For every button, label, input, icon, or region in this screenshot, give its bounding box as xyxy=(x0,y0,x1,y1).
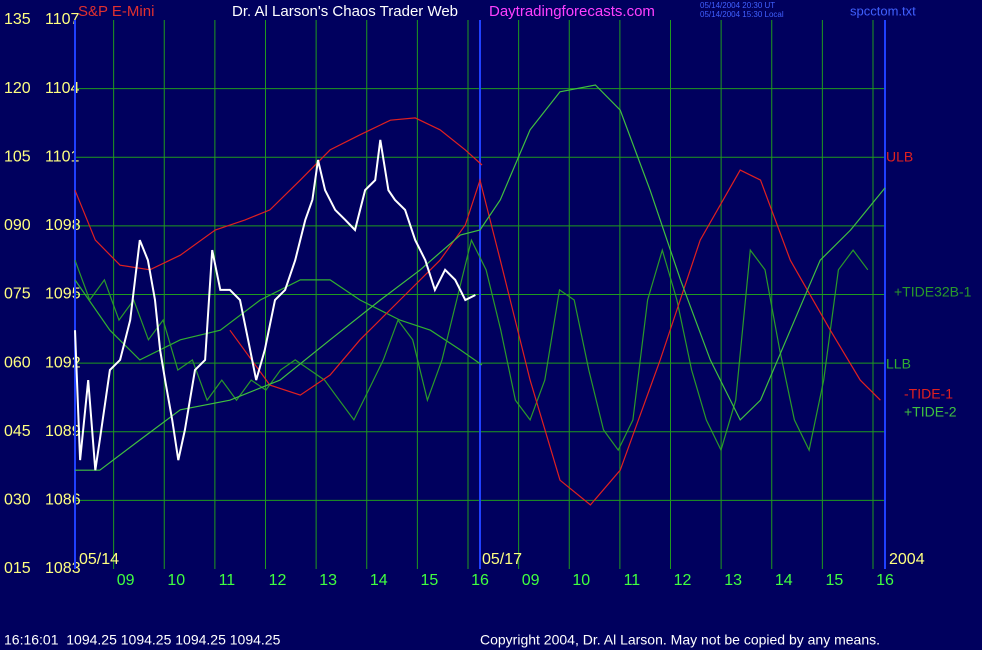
y-tick-label: 105 xyxy=(4,148,31,165)
legend-label: ULB xyxy=(886,149,913,165)
timestamp: 05/14/2004 20:30 UT xyxy=(700,1,775,10)
series-line xyxy=(74,238,869,452)
x-tick-label: 11 xyxy=(624,572,641,589)
instrument: S&P E-Mini xyxy=(78,3,154,20)
y-tick-label: 045 xyxy=(4,423,31,440)
website: Daytradingforecasts.com xyxy=(489,3,655,20)
legend-label: +TIDE32B-1 xyxy=(894,284,972,300)
chart-title: Dr. Al Larson's Chaos Trader Web xyxy=(232,3,458,20)
series-line xyxy=(74,279,483,366)
y2-tick-label: 1086 xyxy=(45,492,81,509)
x-tick-label: 09 xyxy=(117,572,135,589)
x-tick-label: 14 xyxy=(370,572,388,589)
legend-label: LLB xyxy=(886,356,911,372)
y-tick-label: 060 xyxy=(4,354,31,371)
date-label: 05/17 xyxy=(482,551,522,568)
x-tick-label: 12 xyxy=(269,572,287,589)
copyright: Copyright 2004, Dr. Al Larson. May not b… xyxy=(480,632,880,648)
x-tick-label: 15 xyxy=(825,572,843,589)
y-tick-label: 120 xyxy=(4,80,31,97)
series-line xyxy=(75,84,886,471)
status-line: 16:16:01 1094.25 1094.25 1094.25 1094.25 xyxy=(4,632,281,648)
y2-tick-label: 1098 xyxy=(45,217,81,234)
y2-tick-label: 1104 xyxy=(45,80,80,97)
x-tick-label: 11 xyxy=(219,572,236,589)
date-label: 05/14 xyxy=(79,551,119,568)
x-tick-label: 13 xyxy=(724,572,742,589)
y-tick-label: 075 xyxy=(4,286,31,303)
x-tick-label: 10 xyxy=(572,572,590,589)
x-tick-label: 10 xyxy=(167,572,185,589)
y2-tick-label: 1101 xyxy=(45,148,80,165)
x-tick-label: 16 xyxy=(471,572,489,589)
x-tick-label: 09 xyxy=(522,572,540,589)
file-name: spcctom.txt xyxy=(850,3,916,18)
y2-tick-label: 1089 xyxy=(45,423,81,440)
legend-label: +TIDE-2 xyxy=(904,404,957,420)
x-tick-label: 16 xyxy=(876,572,894,589)
timestamp: 05/14/2004 15:30 Local xyxy=(700,10,784,19)
series-line xyxy=(74,139,476,471)
y-tick-label: 015 xyxy=(4,560,31,577)
series-line xyxy=(229,169,881,506)
y2-tick-label: 1083 xyxy=(45,560,81,577)
x-tick-label: 15 xyxy=(420,572,438,589)
y2-tick-label: 1107 xyxy=(45,11,80,28)
date-label: 2004 xyxy=(889,551,925,568)
legend-label: -TIDE-1 xyxy=(904,386,953,402)
y-tick-label: 090 xyxy=(4,217,31,234)
x-tick-label: 12 xyxy=(674,572,692,589)
series-line xyxy=(74,117,483,271)
y-tick-label: 135 xyxy=(4,11,31,28)
x-tick-label: 13 xyxy=(319,572,337,589)
y2-tick-label: 1095 xyxy=(45,286,81,303)
y-tick-label: 030 xyxy=(4,492,31,509)
x-tick-label: 14 xyxy=(775,572,793,589)
y2-tick-label: 1092 xyxy=(45,354,81,371)
